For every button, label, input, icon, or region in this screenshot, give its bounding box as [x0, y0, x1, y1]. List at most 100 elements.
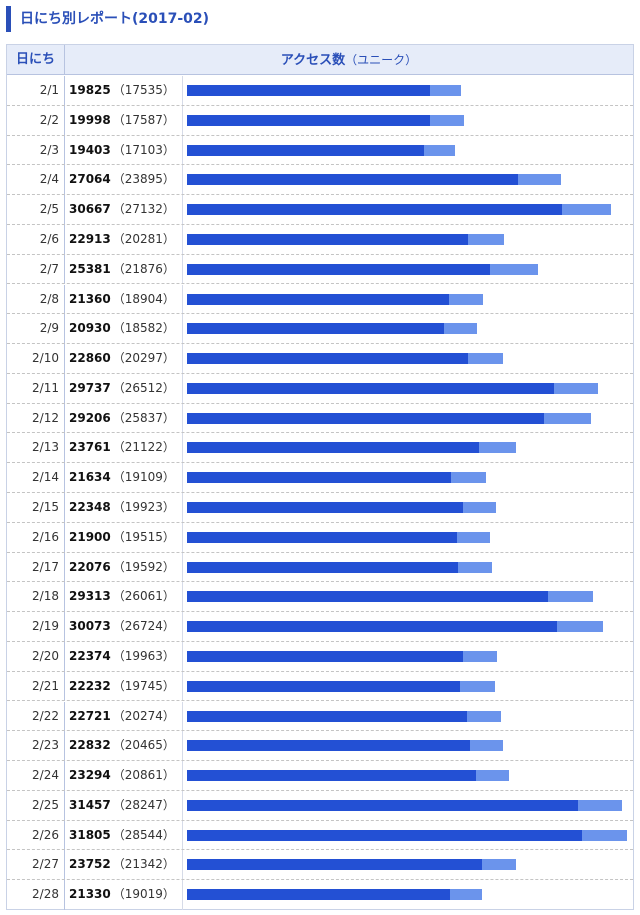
table-row: 2/1 19825 （17535） [7, 76, 633, 106]
bar-area [183, 344, 633, 374]
bar-area [183, 553, 633, 583]
bar-area [183, 791, 633, 821]
count-cell: 20930 （18582） [65, 314, 183, 345]
row-divider [7, 491, 633, 493]
unique-bar [187, 323, 445, 335]
unique-count: （26724） [112, 619, 175, 634]
access-count: 30667 [69, 202, 111, 217]
table-body: 2/1 19825 （17535） 2/2 19998 （17587） 2/3 19403 （1… [7, 76, 633, 910]
count-cell: 22374 （19963） [65, 641, 183, 672]
unique-bar [187, 174, 518, 186]
bar-area [183, 76, 633, 106]
unique-bar [187, 293, 449, 305]
date-cell: 2/25 [7, 790, 65, 821]
unique-bar [187, 442, 480, 454]
access-count: 22348 [69, 500, 111, 514]
date-cell: 2/11 [7, 373, 65, 404]
unique-bar [187, 233, 468, 245]
table-row: 2/21 22232 （19745） [7, 671, 633, 702]
access-count: 27064 [69, 172, 111, 187]
access-count: 31805 [69, 827, 111, 842]
unique-bar [187, 263, 490, 275]
row-divider [7, 283, 633, 285]
date-cell: 2/21 [7, 671, 65, 702]
unique-count: （19745） [112, 678, 175, 693]
count-cell: 19998 （17587） [65, 105, 183, 136]
unique-bar [187, 204, 563, 216]
bar-area [183, 285, 633, 315]
row-divider [7, 819, 633, 821]
table-row: 2/28 21330 （19019） [7, 880, 633, 910]
bar-area [183, 850, 633, 880]
date-cell: 2/22 [7, 701, 65, 732]
date-cell: 2/8 [7, 284, 65, 315]
access-count: 21330 [69, 887, 111, 902]
bar-area [183, 582, 633, 612]
unique-count: （19019） [112, 887, 175, 902]
unique-count: （26061） [112, 589, 175, 604]
date-cell: 2/2 [7, 105, 65, 136]
bar-area [183, 165, 633, 195]
bar-area [183, 374, 633, 404]
unique-bar [187, 382, 554, 394]
unique-count: （20465） [112, 738, 175, 753]
count-cell: 23752 （21342） [65, 850, 183, 881]
unique-count: （19515） [112, 529, 175, 544]
date-cell: 2/26 [7, 820, 65, 851]
table-row: 2/20 22374 （19963） [7, 641, 633, 672]
access-count-label: アクセス数 [280, 53, 346, 68]
bar-area [183, 493, 633, 523]
bar-area [183, 523, 633, 553]
table-row: 2/16 21900 （19515） [7, 522, 633, 553]
count-cell: 27064 （23895） [65, 165, 183, 196]
date-cell: 2/19 [7, 612, 65, 642]
access-count: 30073 [69, 619, 111, 634]
unique-count: （18904） [112, 291, 175, 306]
unique-count: （20281） [112, 231, 175, 246]
bar-area [183, 761, 633, 791]
unique-count: （17535） [112, 83, 175, 97]
access-count: 29206 [69, 410, 111, 425]
access-count: 22860 [69, 351, 111, 366]
table-row: 2/14 21634 （19109） [7, 463, 633, 493]
unique-bar [187, 621, 557, 633]
unique-bar [187, 710, 468, 722]
report-title: 日にち別レポート(2017-02) [6, 6, 209, 32]
row-divider [7, 313, 633, 315]
count-cell: 29313 （26061） [65, 582, 183, 613]
access-count: 21900 [69, 529, 111, 544]
table-header: 日にち アクセス数（ユニーク） [7, 45, 633, 75]
unique-count: （20861） [112, 768, 175, 783]
table-row: 2/24 23294 （20861） [7, 761, 633, 791]
bar-area [183, 642, 633, 672]
bar-area [183, 702, 633, 732]
row-divider [7, 104, 633, 106]
unique-count: （28247） [112, 797, 175, 812]
table-row: 2/15 22348 （19923） [7, 493, 633, 523]
unique-count: （17587） [112, 112, 175, 127]
bar-area [183, 672, 633, 702]
row-divider [7, 581, 633, 583]
date-cell: 2/3 [7, 135, 65, 166]
date-cell: 2/10 [7, 344, 65, 374]
unique-count: （18582） [112, 321, 175, 336]
count-cell: 22860 （20297） [65, 344, 183, 374]
bar-area [183, 463, 633, 493]
table-row: 2/10 22860 （20297） [7, 344, 633, 374]
row-divider [7, 670, 633, 672]
unique-bar [187, 591, 548, 603]
row-divider [7, 551, 633, 553]
row-divider [7, 164, 633, 166]
access-count: 22913 [69, 231, 111, 246]
date-cell: 2/17 [7, 552, 65, 583]
unique-count: （21876） [112, 261, 175, 276]
date-cell: 2/24 [7, 761, 65, 791]
bar-area [183, 225, 633, 255]
unique-bar [187, 799, 578, 811]
table-row: 2/2 19998 （17587） [7, 105, 633, 136]
count-cell: 21900 （19515） [65, 522, 183, 553]
count-cell: 21360 （18904） [65, 284, 183, 315]
access-count: 22832 [69, 738, 111, 753]
bar-area [183, 314, 633, 344]
unique-count: （28544） [112, 827, 175, 842]
